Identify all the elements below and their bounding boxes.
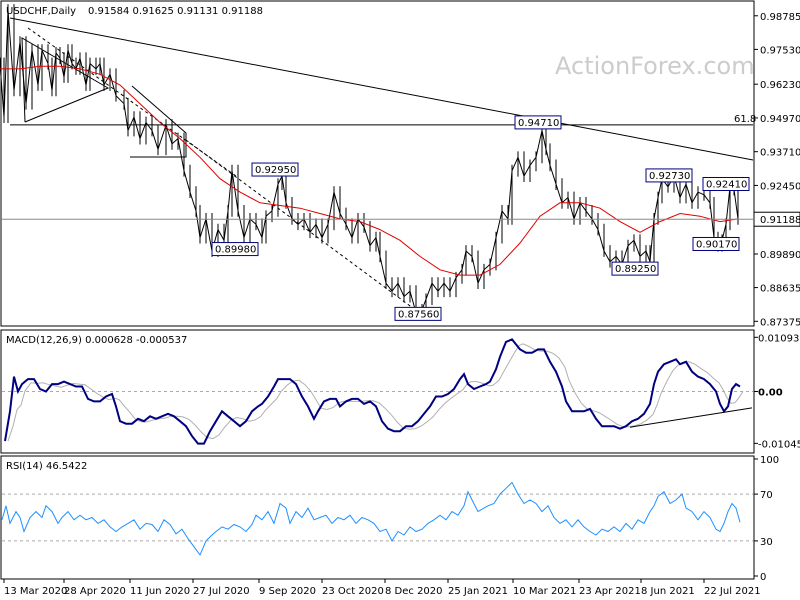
rsi-ytick-label: 100 xyxy=(760,455,779,466)
xtick-label: 8 Dec 2020 xyxy=(385,586,443,597)
price-annotation: 0.87560 xyxy=(394,306,442,321)
price-ytick-label: 0.91188 xyxy=(760,215,800,226)
price-annotation: 0.94710 xyxy=(514,115,562,130)
long-term-trendline xyxy=(9,17,754,161)
price-annotation: 0.90170 xyxy=(692,236,740,251)
annotation-box xyxy=(645,168,693,183)
falling-channel-lower xyxy=(185,139,426,318)
rsi-panel-frame xyxy=(0,455,755,580)
macd-signal-line xyxy=(7,343,744,442)
macd-line xyxy=(4,338,741,445)
xtick-label: 28 Apr 2020 xyxy=(64,586,126,597)
annotation-box xyxy=(702,176,750,191)
flag-pattern xyxy=(130,85,187,158)
xtick-label: 25 Jan 2021 xyxy=(448,586,508,597)
watermark: ActionForex.com xyxy=(555,52,755,80)
annotation-label: 0.89980 xyxy=(215,245,256,256)
macd-panel-frame xyxy=(0,329,755,454)
price-ohlc-readout: 0.91584 0.91625 0.91131 0.91188 xyxy=(88,6,263,17)
annotation-box xyxy=(251,162,299,177)
price-annotation: 0.92730 xyxy=(645,168,693,183)
price-annotation: 0.89980 xyxy=(211,242,259,257)
annotation-label: 0.90170 xyxy=(696,239,737,250)
rsi-ytick-label: 0 xyxy=(760,572,766,583)
price-ytick-label: 0.89890 xyxy=(760,250,800,261)
price-ytick-label: 0.87375 xyxy=(760,317,800,328)
price-panel-title: USDCHF,Daily xyxy=(6,6,76,17)
price-annotation: 0.89250 xyxy=(611,261,659,276)
macd-series: 0.010935 0.00 -0.010459 xyxy=(2,333,800,450)
price-ytick-label: 0.97530 xyxy=(760,45,800,56)
xtick-label: 11 Jun 2020 xyxy=(130,586,190,597)
rsi-series: 100 70 30 0 xyxy=(1,455,779,583)
annotation-label: 0.92410 xyxy=(706,179,747,190)
price-annotation: 0.92410 xyxy=(702,176,750,191)
macd-panel-title: MACD(12,26,9) 0.000628 -0.000537 xyxy=(6,335,187,346)
macd-ytick-label: 0.00 xyxy=(758,388,783,399)
xtick-label: 8 Jun 2021 xyxy=(641,586,695,597)
annotation-box xyxy=(211,242,259,257)
annotation-label: 0.87560 xyxy=(398,309,439,320)
annotation-box xyxy=(692,236,740,251)
annotation-box xyxy=(611,261,659,276)
rsi-ytick-label: 70 xyxy=(760,490,773,501)
xtick-label: 9 Sep 2020 xyxy=(259,586,316,597)
rsi-panel-title: RSI(14) 46.5422 xyxy=(6,461,87,472)
xtick-label: 10 Mar 2021 xyxy=(513,586,576,597)
macd-ytick-label: 0.010935 xyxy=(758,333,800,344)
annotation-box xyxy=(394,306,442,321)
price-ytick-label: 0.88635 xyxy=(760,284,800,295)
fib-level-label: 61.8 xyxy=(734,114,756,125)
xtick-label: 23 Apr 2021 xyxy=(579,586,641,597)
xtick-label: 27 Jul 2020 xyxy=(193,586,250,597)
rsi-ytick-label: 30 xyxy=(760,537,773,548)
macd-trendline xyxy=(629,407,753,428)
annotation-label: 0.94710 xyxy=(518,118,559,129)
macd-ytick-label: -0.010459 xyxy=(758,439,800,450)
y-axis-ticks: 0.98785 0.97530 0.96230 0.94970 0.93710 0.924… xyxy=(753,12,800,328)
price-trendlines xyxy=(9,17,754,318)
price-ytick-label: 0.98785 xyxy=(760,12,800,23)
rsi-line xyxy=(1,481,741,556)
price-annotations: 0.94710 0.92950 0.89980 0.87560 0.92730 0.924… xyxy=(211,115,750,321)
price-annotation: 0.92950 xyxy=(251,162,299,177)
price-ytick-label: 0.96230 xyxy=(760,80,800,91)
xtick-label: 13 Mar 2020 xyxy=(4,586,67,597)
price-ytick-label: 0.93710 xyxy=(760,148,800,159)
annotation-label: 0.92950 xyxy=(255,165,296,176)
price-panel-frame xyxy=(0,0,755,327)
price-ytick-label: 0.92450 xyxy=(760,181,800,192)
price-close-line xyxy=(0,9,739,314)
annotation-box xyxy=(514,115,562,130)
annotation-label: 0.92730 xyxy=(649,171,690,182)
xtick-label: 22 Jul 2021 xyxy=(704,586,761,597)
annotation-label: 0.89250 xyxy=(615,264,656,275)
last-price-box xyxy=(753,211,800,227)
price-ytick-label: 0.94970 xyxy=(760,114,800,125)
xtick-label: 23 Oct 2020 xyxy=(322,586,384,597)
